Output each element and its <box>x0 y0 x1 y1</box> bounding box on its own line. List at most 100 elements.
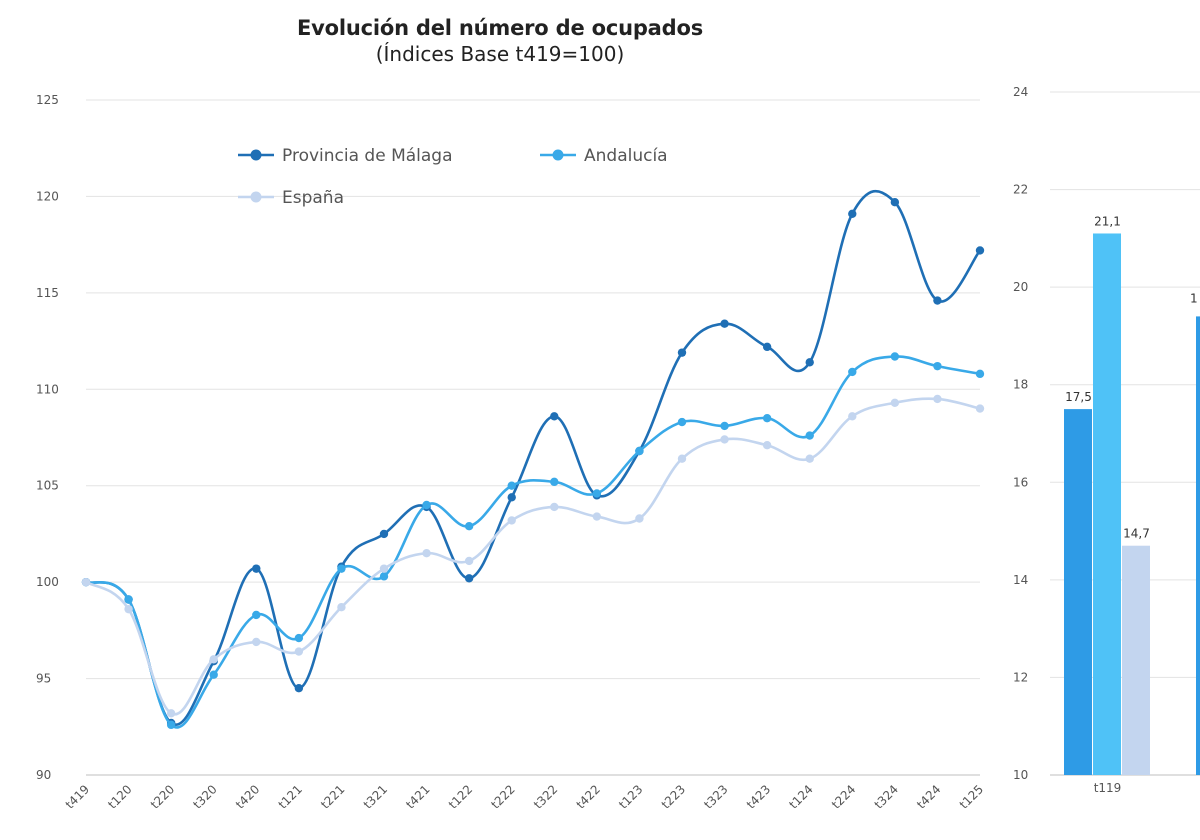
bar-group-t119: 17,5 21,1 14,7 t119 <box>1064 214 1150 795</box>
data-point <box>592 489 602 498</box>
y-tick-label: 20 <box>1013 280 1028 294</box>
x-tick-label: t323 <box>701 782 730 811</box>
chart-title: Evolución del número de ocupados <box>296 16 704 40</box>
x-tick-label: t221 <box>318 782 347 811</box>
bar-provincia-de-m-laga <box>1064 409 1092 775</box>
data-point <box>124 595 133 604</box>
series-line <box>85 189 982 726</box>
bar-espa-a <box>1122 545 1150 775</box>
x-tick-label: t220 <box>148 782 177 811</box>
bar-andaluc-a <box>1093 233 1121 775</box>
y-tick-label: 110 <box>36 382 59 396</box>
data-point <box>337 603 346 612</box>
data-point <box>848 209 857 218</box>
bar-data-label: 14,7 <box>1123 527 1150 541</box>
bar-data-label: 17,5 <box>1065 390 1092 404</box>
series-line <box>85 355 981 729</box>
y-tick-label: 90 <box>36 768 51 782</box>
data-point <box>550 502 559 512</box>
data-point <box>464 574 474 583</box>
data-point <box>422 549 431 558</box>
x-tick-label: t223 <box>659 782 688 811</box>
series-espa-a <box>81 394 985 718</box>
x-tick-label: t420 <box>233 782 262 811</box>
y-tick-label: 16 <box>1013 475 1028 489</box>
data-point <box>252 610 261 620</box>
data-point <box>209 670 218 679</box>
series-andaluc-a <box>81 352 985 730</box>
x-tick-label: t419 <box>63 782 92 811</box>
data-point <box>762 414 772 423</box>
data-point <box>464 556 474 566</box>
y-tick-label: 105 <box>36 479 59 493</box>
data-point <box>294 633 304 643</box>
data-point <box>166 709 176 718</box>
data-point <box>464 522 474 531</box>
data-point <box>252 637 261 647</box>
data-point <box>890 398 900 407</box>
y-tick-label: 115 <box>36 286 59 300</box>
legend-label: Provincia de Málaga <box>282 146 453 166</box>
data-point <box>379 572 389 581</box>
data-point <box>933 394 942 404</box>
data-point <box>975 404 985 413</box>
data-point <box>294 647 304 656</box>
data-point <box>933 361 942 371</box>
data-point <box>507 493 516 502</box>
data-point <box>677 417 687 427</box>
x-tick-label: t422 <box>574 782 603 811</box>
legend-marker <box>552 149 564 161</box>
y-tick-label: 120 <box>36 189 59 203</box>
legend-marker <box>250 191 262 203</box>
data-point <box>975 369 985 379</box>
bar-partial <box>1196 316 1200 775</box>
line-chart-grid: 90 95 100 105 110 115 120 125 <box>36 93 980 782</box>
legend-label: Andalucía <box>584 146 668 166</box>
chart-subtitle: (Índices Base t419=100) <box>375 42 625 66</box>
data-point <box>550 477 559 487</box>
x-tick-label: t122 <box>446 782 475 811</box>
x-tick-label: t121 <box>276 782 305 811</box>
y-tick-label: 125 <box>36 93 59 107</box>
data-point <box>507 516 516 525</box>
x-tick-label: t224 <box>829 782 858 811</box>
x-tick-label: t125 <box>957 782 986 811</box>
data-point <box>975 246 985 255</box>
data-point <box>252 564 261 573</box>
x-tick-label: t120 <box>105 782 134 811</box>
y-tick-label: 14 <box>1013 573 1028 587</box>
data-point <box>805 431 814 440</box>
data-point <box>379 529 389 539</box>
bar-x-tick-label: t119 <box>1094 781 1122 795</box>
bar-data-label: 21,1 <box>1094 214 1121 228</box>
data-point <box>166 720 176 730</box>
data-point <box>677 348 687 357</box>
x-tick-label: t423 <box>744 782 773 811</box>
data-point <box>805 454 814 463</box>
data-point <box>422 500 431 510</box>
x-tick-label: t424 <box>914 782 943 811</box>
data-point <box>635 446 644 456</box>
data-point <box>762 441 772 450</box>
y-tick-label: 18 <box>1013 378 1028 392</box>
data-point <box>720 319 729 328</box>
legend: Provincia de Málaga Andalucía España <box>238 146 668 208</box>
x-tick-label: t320 <box>190 782 219 811</box>
x-tick-label: t124 <box>786 782 815 811</box>
data-point <box>379 564 389 573</box>
data-point <box>294 684 304 693</box>
data-point <box>890 198 900 207</box>
x-tick-label: t222 <box>488 782 517 811</box>
y-tick-label: 100 <box>36 575 59 589</box>
data-point <box>592 512 602 521</box>
data-point <box>337 564 346 573</box>
x-tick-label: t123 <box>616 782 645 811</box>
legend-marker <box>250 149 262 161</box>
data-point <box>507 481 516 490</box>
bar-data-label-partial: 1 <box>1190 291 1198 305</box>
data-point <box>805 358 814 367</box>
x-axis: t419 t120 t220 t320 t420 t121 t221 t321 t421 t122… <box>63 782 986 811</box>
data-point <box>890 352 900 361</box>
